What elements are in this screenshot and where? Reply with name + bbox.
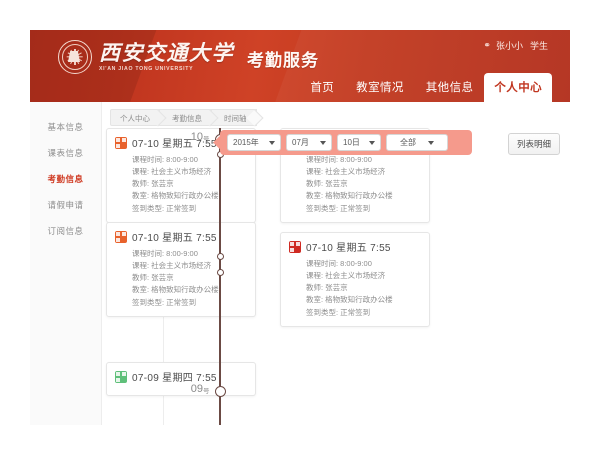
brand[interactable]: 西安交通大学 XI'AN JIAO TONG UNIVERSITY 考勤服务 — [58, 40, 319, 74]
sidebar-item-schedule-info[interactable]: 课表信息 — [47, 148, 84, 158]
list-detail-button[interactable]: 列表明细 — [507, 133, 560, 155]
attendance-card[interactable]: 07-10 星期五 7:55 课程时间: 8:00-9:00 课程: 社会主义市… — [106, 222, 256, 317]
card-field-course: 课程: 社会主义市场经济 — [306, 271, 386, 281]
month-select-value: 07月 — [292, 138, 309, 147]
scope-select[interactable]: 全部 — [386, 134, 448, 151]
filter-bar: 2015年 07月 10日 全部 — [220, 130, 472, 155]
brand-text-block: 西安交通大学 XI'AN JIAO TONG UNIVERSITY — [99, 42, 234, 72]
nav-item-classroom[interactable]: 教室情况 — [356, 82, 404, 94]
card-title: 07-10 星期五 7:55 — [132, 139, 217, 150]
day-select-value: 10日 — [343, 138, 360, 147]
nav-item-other-info[interactable]: 其他信息 — [425, 82, 474, 94]
card-field-signin: 签到类型: 正常签到 — [132, 297, 197, 307]
card-field-room: 教室: 格物致知行政办公楼 — [132, 191, 219, 201]
card-field-room: 教室: 格物致知行政办公楼 — [132, 285, 219, 295]
timeline-label-day-10: 10号 — [190, 131, 210, 143]
attendance-orange-icon — [115, 230, 127, 243]
card-field-signin: 签到类型: 正常签到 — [306, 203, 371, 213]
main-content: 个人中心 考勤信息 时间轴 2015 7月 6月 5月 3月 2月 1月 201… — [102, 102, 570, 425]
user-icon: ⚭ — [483, 40, 491, 50]
card-field-time: 课程时间: 8:00-9:00 — [306, 259, 372, 268]
card-field-time: 课程时间: 8:00-9:00 — [132, 155, 198, 164]
card-title: 07-09 星期四 7:55 — [132, 373, 217, 384]
brand-name-en: XI'AN JIAO TONG UNIVERSITY — [99, 66, 194, 73]
card-field-course: 课程: 社会主义市场经济 — [306, 167, 386, 177]
breadcrumb-item-personal-center[interactable]: 个人中心 — [110, 109, 160, 126]
chevron-down-icon — [369, 140, 375, 145]
timeline-label-day-09: 09号 — [190, 383, 210, 395]
attendance-card[interactable]: 07-10 星期五 7:55 课程时间: 8:00-9:00 课程: 社会主义市… — [106, 128, 256, 223]
sidebar: 基本信息 课表信息 考勤信息 请假申请 订阅信息 — [30, 102, 102, 425]
sidebar-item-subscription-info[interactable]: 订阅信息 — [47, 226, 84, 236]
card-field-room: 教室: 格物致知行政办公楼 — [306, 191, 393, 201]
card-field-teacher: 教师: 张芸京 — [306, 283, 348, 293]
attendance-card[interactable]: 07-09 星期四 7:55 — [106, 362, 256, 396]
card-title: 07-10 星期五 7:55 — [132, 233, 217, 244]
card-title: 07-10 星期五 7:55 — [306, 243, 391, 254]
attendance-orange-icon — [115, 136, 127, 149]
timeline-node-entry-3[interactable] — [216, 269, 224, 276]
card-field-signin: 签到类型: 正常签到 — [306, 307, 371, 317]
university-seal-icon — [58, 40, 92, 74]
day-select[interactable]: 10日 — [337, 134, 381, 151]
breadcrumb-item-attendance-info[interactable]: 考勤信息 — [159, 109, 212, 126]
nav-item-home[interactable]: 首页 — [310, 82, 335, 94]
breadcrumb: 个人中心 考勤信息 时间轴 — [110, 109, 257, 126]
attendance-red-icon — [289, 240, 301, 253]
sidebar-item-basic-info[interactable]: 基本信息 — [47, 122, 84, 132]
timeline-spine: 10号 09号 — [191, 128, 226, 425]
page-body: 基本信息 课表信息 考勤信息 请假申请 订阅信息 个人中心 考勤信息 时间轴 2… — [30, 102, 570, 425]
timeline-node-day-09[interactable]: 09号 — [191, 383, 226, 397]
card-header: 07-09 星期四 7:55 — [115, 369, 247, 384]
sidebar-item-attendance-info[interactable]: 考勤信息 — [47, 174, 84, 184]
card-field-time: 课程时间: 8:00-9:00 — [132, 249, 198, 258]
card-field-course: 课程: 社会主义市场经济 — [132, 167, 212, 177]
card-field-teacher: 教师: 张芸京 — [132, 179, 174, 189]
chevron-down-icon — [269, 140, 275, 145]
card-header: 07-10 星期五 7:55 — [289, 239, 421, 254]
brand-subtitle: 考勤服务 — [247, 51, 319, 70]
nav-item-personal-center[interactable]: 个人中心 — [484, 73, 552, 102]
site-header: 西安交通大学 XI'AN JIAO TONG UNIVERSITY 考勤服务 ⚭… — [30, 30, 570, 102]
user-role: 学生 — [529, 41, 548, 51]
card-field-teacher: 教师: 张芸京 — [132, 273, 174, 283]
card-header: 07-10 星期五 7:55 — [115, 229, 247, 244]
chevron-down-icon — [320, 140, 326, 145]
scope-select-value: 全部 — [400, 138, 416, 147]
month-select[interactable]: 07月 — [286, 134, 332, 151]
chevron-down-icon — [428, 140, 434, 145]
seal-spokes — [59, 41, 91, 73]
card-field-teacher: 教师: 张芸京 — [306, 179, 348, 189]
sidebar-item-leave-request[interactable]: 请假申请 — [47, 200, 84, 210]
main-nav: 首页 教室情况 其他信息 个人中心 — [299, 73, 552, 102]
attendance-card[interactable]: 07-10 星期五 7:55 课程时间: 8:00-9:00 课程: 社会主义市… — [280, 232, 430, 327]
user-info[interactable]: ⚭ 张小小 学生 — [483, 39, 548, 52]
card-field-signin: 签到类型: 正常签到 — [132, 203, 197, 213]
year-select-value: 2015年 — [233, 138, 259, 147]
attendance-green-icon — [115, 370, 127, 383]
user-name: 张小小 — [495, 41, 523, 51]
card-field-course: 课程: 社会主义市场经济 — [132, 261, 212, 271]
card-header: 07-10 星期五 7:55 — [115, 135, 247, 150]
timeline-node-entry-2[interactable] — [216, 253, 224, 260]
card-field-time: 课程时间: 8:00-9:00 — [306, 155, 372, 164]
card-field-room: 教室: 格物致知行政办公楼 — [306, 295, 393, 305]
brand-name-cn: 西安交通大学 — [99, 40, 234, 65]
year-select[interactable]: 2015年 — [227, 134, 281, 151]
